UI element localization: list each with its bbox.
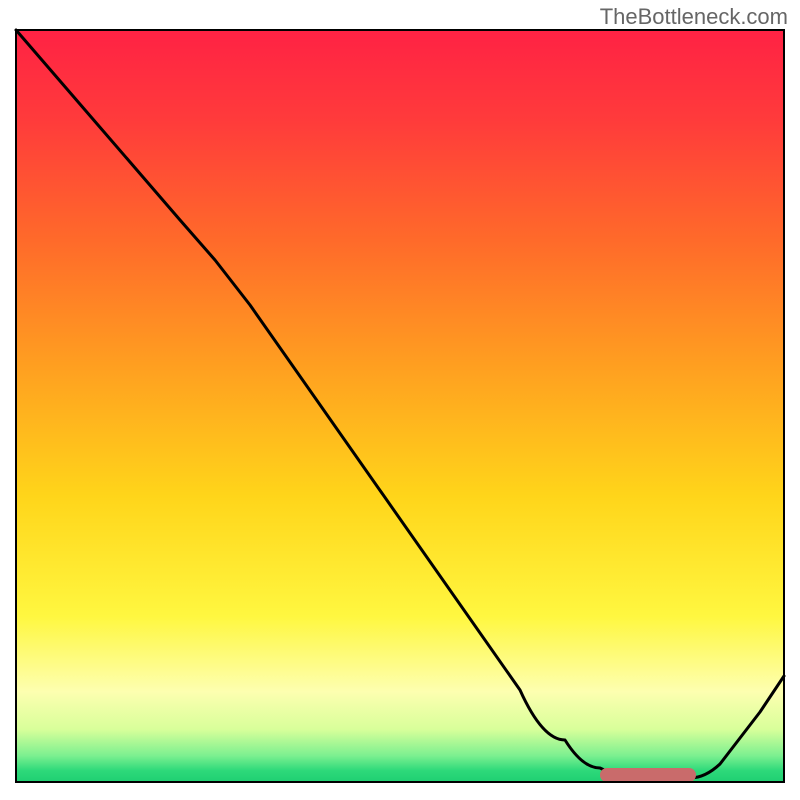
chart-container: TheBottleneck.com [0, 0, 800, 800]
minimum-marker [600, 768, 696, 782]
watermark-text: TheBottleneck.com [600, 4, 788, 30]
chart-svg [0, 0, 800, 800]
chart-background-rect [16, 30, 784, 782]
